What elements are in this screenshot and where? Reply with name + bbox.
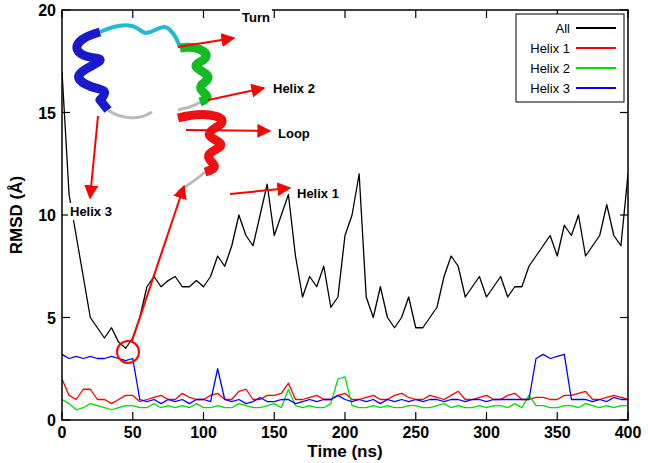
x-tick-top (274, 10, 275, 18)
y-tick-label: 15 (38, 105, 56, 122)
x-tick-label: 50 (124, 424, 142, 441)
x-tick (61, 412, 62, 420)
legend: All Helix 1 Helix 2 Helix 3 (516, 14, 624, 102)
x-tick-top (203, 10, 204, 18)
legend-swatch (576, 87, 616, 89)
y-tick-label: 10 (38, 207, 56, 224)
loop-segment (178, 102, 200, 110)
helix1-ribbon (178, 115, 222, 172)
x-tick (557, 412, 558, 420)
turn-ribbon (100, 25, 180, 48)
x-tick-label: 400 (615, 424, 642, 441)
x-tick-label: 300 (473, 424, 500, 441)
annotation-arrow (90, 116, 98, 198)
annotation-bg (295, 185, 341, 202)
y-tick-right (620, 112, 628, 113)
x-tick (344, 412, 345, 420)
helix2-ribbon (180, 47, 208, 102)
x-tick-label: 350 (544, 424, 571, 441)
series-line (62, 377, 628, 410)
x-tick-top (486, 10, 487, 18)
x-tick-label: 100 (190, 424, 217, 441)
x-tick-top (61, 10, 62, 18)
legend-label: Helix 2 (530, 61, 570, 76)
legend-box (516, 14, 624, 102)
helix3-ribbon (77, 32, 108, 110)
y-tick (62, 419, 70, 420)
x-tick (486, 412, 487, 420)
x-tick (132, 412, 133, 420)
y-tick-label: 20 (38, 2, 56, 19)
protein-cartoon (77, 25, 222, 192)
x-tick-top (627, 10, 628, 18)
legend-label: All (556, 21, 571, 36)
background (0, 0, 648, 463)
annotation-arrow (178, 38, 234, 47)
annotation-bg (271, 80, 317, 97)
x-tick-label: 0 (58, 424, 67, 441)
annotation-bg (276, 125, 312, 142)
x-tick-label: 250 (402, 424, 429, 441)
series-group (62, 72, 628, 410)
annotation-label: Turn (242, 10, 270, 25)
annotation-arrow (230, 188, 290, 194)
legend-swatch (576, 27, 616, 29)
series-line (62, 354, 628, 403)
series-line (62, 72, 628, 349)
annotation-arrow (132, 186, 184, 341)
y-tick-label: 5 (47, 310, 56, 327)
x-tick (415, 412, 416, 420)
annotation-bg (68, 203, 114, 220)
legend-swatch (576, 47, 616, 49)
y-tick-right (620, 317, 628, 318)
annotation-label: Helix 3 (70, 204, 112, 219)
legend-label: Helix 3 (530, 81, 570, 96)
y-axis-title: RMSD (Å) (7, 176, 26, 254)
y-tick-right (620, 419, 628, 420)
x-tick (627, 412, 628, 420)
x-tick-label: 200 (332, 424, 359, 441)
annotation-bg (240, 9, 272, 26)
plot-frame (62, 10, 628, 420)
annotation-label: Loop (278, 126, 310, 141)
chart: 0 50 100 150 200 250 300 350 400 0 5 10 15 20 Time (ns… (0, 0, 648, 463)
y-tick-label: 0 (47, 412, 56, 429)
x-tick-top (415, 10, 416, 18)
annotations: Turn Helix 2 Loop Helix 1 Helix 3 (68, 9, 341, 363)
highlight-circle (117, 341, 139, 363)
x-tick-top (132, 10, 133, 18)
y-tick (62, 9, 70, 10)
annotation-arrow (208, 88, 264, 100)
y-tick-right (620, 9, 628, 10)
legend-label: Helix 1 (530, 41, 570, 56)
annotation-arrow (186, 130, 270, 131)
x-tick (203, 412, 204, 420)
x-tick (274, 412, 275, 420)
y-tick-right (620, 214, 628, 215)
x-tick-top (344, 10, 345, 18)
y-tick (62, 317, 70, 318)
annotation-label: Helix 2 (273, 81, 315, 96)
annotation-label: Helix 1 (297, 186, 339, 201)
x-axis-title: Time (ns) (307, 442, 382, 461)
loop-segment (108, 110, 152, 118)
y-tick (62, 112, 70, 113)
x-tick-label: 150 (261, 424, 288, 441)
legend-swatch (576, 67, 616, 69)
